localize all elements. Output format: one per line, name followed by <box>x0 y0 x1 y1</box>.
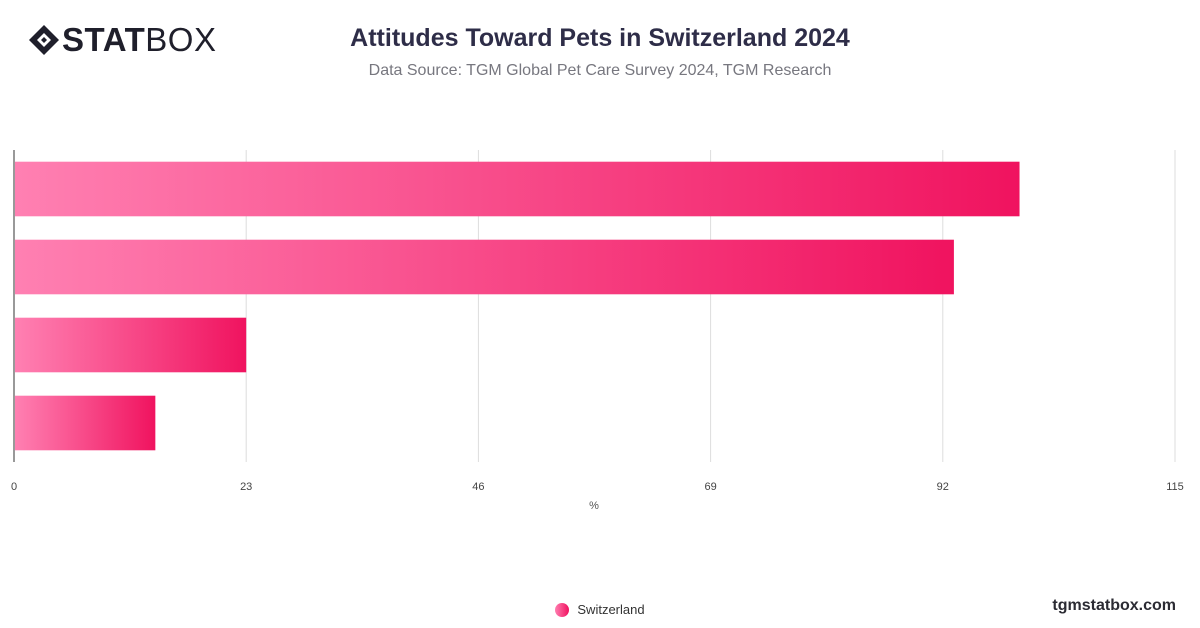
logo-text-bold: STAT <box>62 21 146 58</box>
chart-legend[interactable]: Switzerland <box>0 602 1200 617</box>
logo-text-light: BOX <box>145 21 217 58</box>
bar <box>15 395 156 451</box>
website-label: tgmstatbox.com <box>1052 597 1176 614</box>
x-tick-label: 115 <box>1166 481 1184 493</box>
bar <box>15 161 1020 217</box>
x-tick-label: 0 <box>11 481 17 493</box>
x-tick-label: 46 <box>472 481 484 493</box>
logo-wordmark: STATBOX <box>62 22 216 58</box>
logo-diamond-icon <box>29 25 59 55</box>
bar <box>15 239 954 295</box>
x-tick-label: 69 <box>704 481 716 493</box>
statbox-logo: STATBOX <box>26 22 216 58</box>
bar <box>15 317 247 373</box>
x-axis-title: % <box>589 500 599 512</box>
chart-subtitle: Data Source: TGM Global Pet Care Survey … <box>368 62 832 79</box>
x-tick-label: 23 <box>240 481 252 493</box>
legend-label: Switzerland <box>577 602 645 617</box>
x-tick-label: 92 <box>937 481 949 493</box>
legend-swatch <box>555 602 570 617</box>
chart-title: Attitudes Toward Pets in Switzerland 202… <box>350 24 850 52</box>
